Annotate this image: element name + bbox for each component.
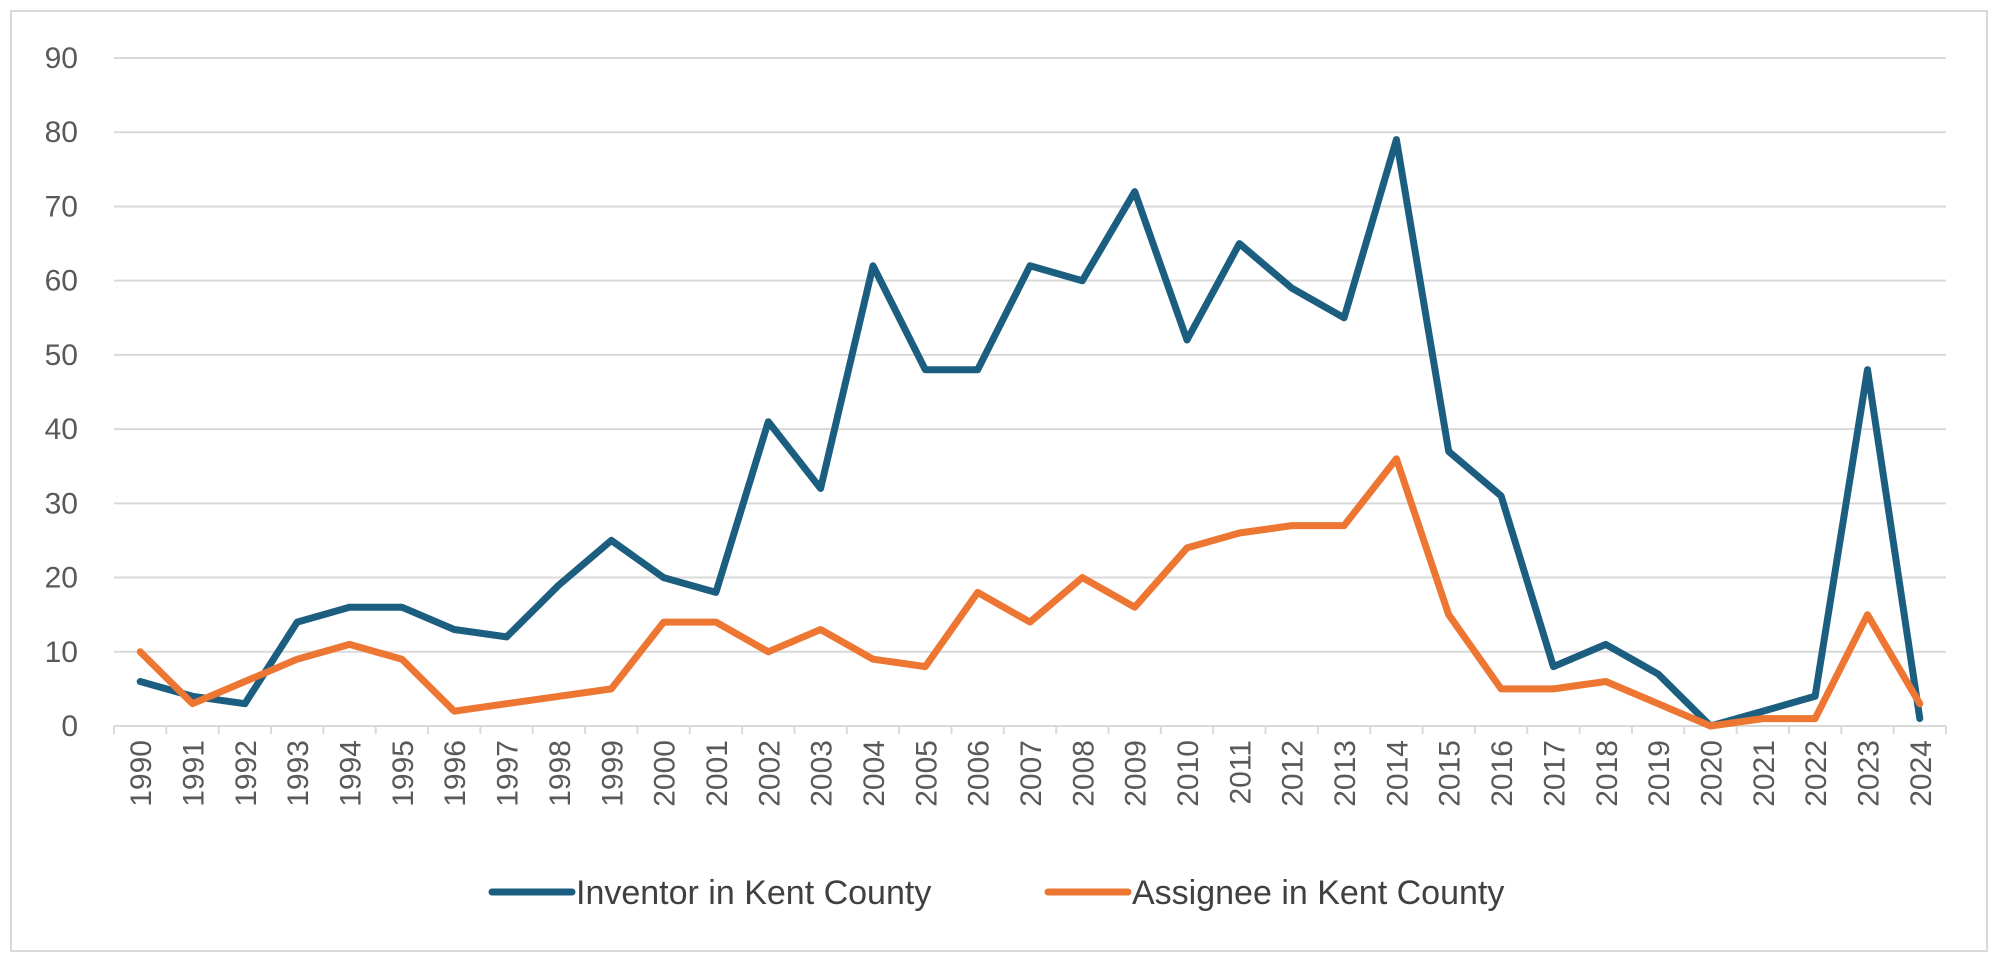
y-tick-label: 70 [45,190,78,223]
series-lines [136,136,1924,730]
x-tick-label: 2020 [1695,740,1728,807]
x-tick-label: 2014 [1381,740,1414,807]
gridlines [114,57,1946,727]
x-tick-label: 2010 [1172,740,1205,807]
x-tick-label: 1992 [230,740,263,807]
x-tick-label: 2022 [1800,740,1833,807]
x-tick-label: 2009 [1120,740,1153,807]
y-tick-label: 80 [45,116,78,149]
x-tick-label: 2004 [858,740,891,807]
x-tick-label: 2013 [1329,740,1362,807]
x-tick-label: 2000 [649,740,682,807]
x-tick-label: 2008 [1067,740,1100,807]
x-tick-label: 2016 [1486,740,1519,807]
y-tick-label: 50 [45,339,78,372]
y-tick-label: 20 [45,562,78,595]
series-line-assignee [136,455,1924,730]
x-tick-label: 2007 [1015,740,1048,807]
line-chart: 0 10 20 30 40 50 60 70 80 90 1990 1991 1992 1993 1994… [45,42,1947,912]
x-tick-label: 1999 [596,740,629,807]
x-tick-label: 2011 [1224,740,1257,805]
x-tick-label: 1994 [335,740,368,807]
x-tick-label: 2018 [1591,740,1624,807]
legend-label: Inventor in Kent County [576,874,931,912]
y-tick-label: 60 [45,265,78,298]
y-tick-label: 10 [45,636,78,669]
x-tick-label: 1995 [387,740,420,807]
legend-label: Assignee in Kent County [1132,874,1504,912]
y-tick-label: 40 [45,413,78,446]
x-tick-label: 2002 [753,740,786,807]
x-tick-label: 1998 [544,740,577,807]
x-tick-label: 2019 [1643,740,1676,807]
x-tick-label: 1996 [439,740,472,807]
x-tick-label: 2017 [1538,740,1571,807]
y-tick-label: 90 [45,42,78,75]
x-tick-label: 1993 [282,740,315,807]
y-tick-label: 30 [45,487,78,520]
x-tick-label: 1997 [492,740,525,807]
series-line-inventor [136,136,1924,730]
x-tick-label: 2021 [1748,740,1781,807]
x-tick-label: 2023 [1852,740,1885,807]
x-tick-label: 2003 [806,740,839,807]
x-tick-label: 2005 [910,740,943,807]
chart-frame: 0 10 20 30 40 50 60 70 80 90 1990 1991 1992 1993 1994… [10,10,1988,952]
x-tick-label: 1991 [178,740,211,807]
y-axis-ticks: 0 10 20 30 40 50 60 70 80 90 [45,42,78,743]
x-tick-label: 2001 [701,740,734,807]
y-tick-label: 0 [61,710,78,743]
legend: Inventor in Kent County Assignee in Kent … [488,874,1504,912]
x-tick-label: 1990 [125,740,158,807]
x-tick-label: 2006 [963,740,996,807]
x-axis-ticks: 1990 1991 1992 1993 1994 1995 1996 1997 1998 1999… [113,726,1947,807]
x-tick-label: 2015 [1434,740,1467,807]
x-tick-label: 2012 [1277,740,1310,807]
x-tick-label: 2024 [1905,740,1938,807]
